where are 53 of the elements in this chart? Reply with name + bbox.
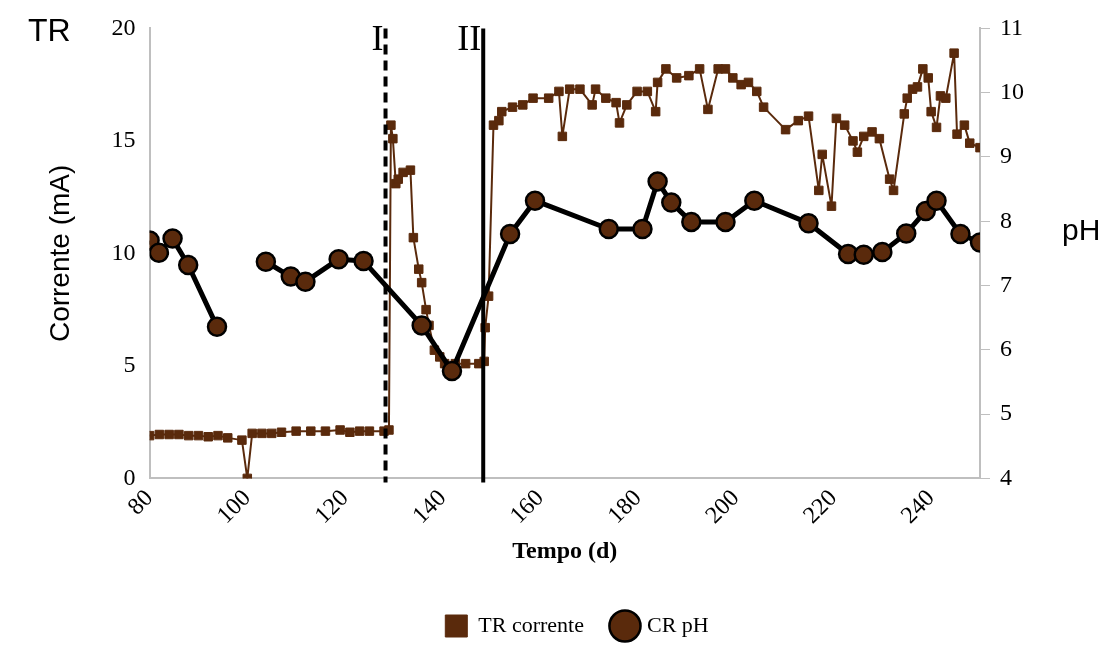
point (162, 228, 183, 249)
point (524, 190, 546, 211)
y-tick-label: 5 (123, 351, 136, 378)
x-tick-label: 160 (504, 484, 549, 529)
x-tick-label: 220 (797, 484, 842, 529)
point (798, 212, 819, 234)
y2-axis-title: pH (1062, 213, 1101, 247)
text: TR (28, 11, 71, 48)
point (177, 254, 199, 276)
y-tick-label: 15 (111, 126, 136, 153)
y2-tick-label: 10 (1000, 77, 1024, 104)
y2-tick-label: 4 (1000, 463, 1012, 490)
point (681, 211, 702, 233)
y-tick-label: 10 (111, 238, 136, 265)
x-tick-label: 100 (211, 484, 256, 529)
x-tick-label: 120 (309, 484, 353, 529)
y2-tick-label: 6 (1000, 335, 1012, 362)
x-tick-label: 240 (895, 484, 940, 529)
x-tick-label: 140 (406, 484, 451, 529)
point (255, 251, 277, 272)
point (632, 218, 653, 240)
point (872, 241, 893, 263)
point (950, 223, 971, 245)
point (441, 360, 463, 382)
point (715, 211, 736, 233)
point (598, 218, 620, 240)
point (926, 190, 947, 211)
y-axis-title: Corrente (mA) (43, 164, 75, 343)
ref-line-label: I (371, 17, 384, 58)
point (895, 223, 917, 244)
point (744, 190, 765, 211)
y2-tick-label: 7 (1000, 270, 1012, 297)
point (647, 171, 668, 192)
legend-label: TR corrente (478, 611, 584, 637)
y2-tick-label: 9 (1000, 142, 1012, 169)
x-tick-label: 180 (602, 484, 647, 529)
y2-tick-label: 11 (1000, 13, 1024, 40)
point (853, 244, 874, 265)
point (206, 316, 228, 337)
point (353, 250, 374, 272)
x-axis-title: Tempo (d) (512, 537, 618, 564)
y2-tick-label: 5 (1000, 399, 1012, 426)
legend-label: CR pH (646, 611, 709, 637)
x-tick-label: 200 (699, 484, 744, 529)
y-tick-label: 20 (111, 13, 136, 40)
point (295, 271, 316, 292)
point (411, 315, 432, 336)
point (328, 248, 349, 270)
point (499, 223, 521, 245)
point (661, 192, 682, 213)
ref-line-label: II (457, 17, 482, 58)
point (149, 242, 170, 263)
y2-tick-label: 8 (1000, 206, 1012, 233)
